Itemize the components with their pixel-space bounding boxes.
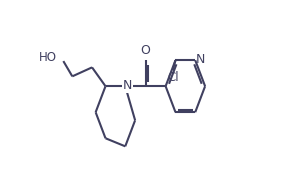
Text: N: N bbox=[196, 53, 205, 66]
Text: HO: HO bbox=[39, 51, 57, 64]
Text: O: O bbox=[140, 44, 150, 57]
Text: N: N bbox=[123, 79, 132, 92]
Text: Cl: Cl bbox=[167, 71, 179, 84]
